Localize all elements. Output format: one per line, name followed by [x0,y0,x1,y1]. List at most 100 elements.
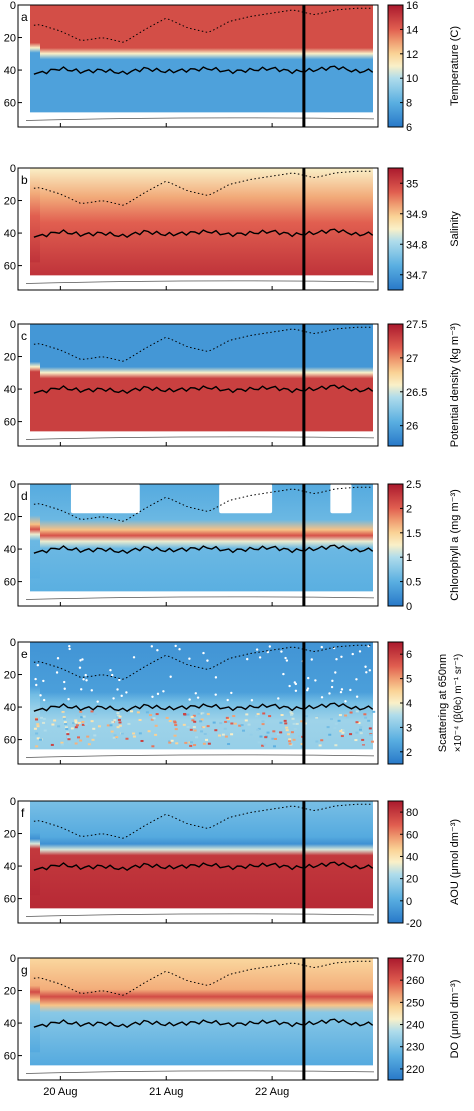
speckle [149,714,153,717]
speckle [255,648,259,651]
speckle [330,718,334,721]
speckle [191,719,195,722]
x-tick-label: 20 Aug [43,1086,77,1098]
speckle [262,712,266,715]
speckle [370,740,374,743]
panel-f: 0 20 40 60 f 80 60 40 20 0 -20 AOU (μmol dm⁻³) [4,796,461,930]
speckle [75,724,79,727]
colorbar-tick-label: 34.8 [406,239,427,251]
speckle [178,647,181,651]
colorbar-tick-label: 27.5 [406,319,427,331]
colorbar-tick-label: 0 [406,601,412,613]
speckle [221,733,225,736]
speckle [201,712,205,715]
speckle [328,733,332,736]
y-tick-label: 0 [10,163,16,175]
speckle [355,695,359,698]
speckle [344,714,348,717]
speckle [358,728,362,731]
speckle [263,716,267,719]
speckle [118,678,121,682]
colorbar-tick-label: 34.9 [406,209,427,221]
speckle [93,734,97,737]
speckle [268,645,272,648]
speckle [97,725,101,728]
speckle [190,715,194,718]
speckle [273,737,277,740]
colorbar-tick-label: 6 [406,649,412,661]
speckle [165,716,169,719]
speckle [188,698,191,701]
data-field-edge [30,484,40,579]
y-tick-label: 20 [4,33,16,45]
speckle [151,745,155,748]
speckle [288,740,292,743]
speckle [74,721,78,724]
speckle [84,673,87,677]
speckle [263,743,267,746]
speckle [285,726,289,729]
speckle [354,739,358,742]
speckle [35,745,39,748]
colorbar [387,167,404,291]
speckle [341,731,345,734]
y-tick-label: 20 [4,352,16,364]
speckle [120,732,124,735]
speckle [130,710,134,713]
speckle [295,722,299,725]
y-tick-label: 0 [10,0,16,12]
speckle [74,726,78,729]
speckle [138,719,142,722]
speckle [113,719,117,722]
y-tick-label: 40 [4,65,16,77]
speckle [292,738,296,741]
colorbar-tick-label: 260 [406,975,424,987]
speckle [330,685,334,689]
speckle [68,644,71,648]
y-tick-label: 20 [4,986,16,998]
speckle [50,743,54,746]
speckle [318,744,322,747]
y-tick-label: 20 [4,512,16,524]
colorbar-tick-label: 80 [406,807,418,819]
colorbar-tick-label: 0.5 [406,577,421,589]
y-tick-label: 60 [4,577,16,589]
speckle [292,722,296,725]
speckle [53,719,57,722]
speckle [147,730,151,733]
speckle [303,722,307,725]
speckle [63,721,67,724]
speckle [116,712,120,715]
speckle [189,741,193,744]
speckle [70,727,74,730]
speckle [33,727,37,730]
speckle [118,721,122,724]
speckle [361,742,365,745]
speckle [112,697,115,700]
colorbar-tick-label: 2 [406,503,412,515]
speckle [90,720,94,723]
speckle [117,718,121,721]
speckle [355,731,359,734]
speckle [272,730,276,733]
speckle [233,722,237,725]
speckle [250,699,254,702]
speckle [76,736,80,739]
speckle [173,734,177,737]
speckle [266,650,270,654]
speckle [294,682,298,686]
bottom-line [25,436,375,440]
speckle [359,726,363,729]
speckle [287,733,291,736]
speckle [200,730,204,733]
axes-frame [17,641,379,765]
speckle [55,671,59,674]
speckle [344,700,347,703]
y-tick-label: 60 [4,894,16,906]
speckle [39,694,42,697]
speckle [80,688,83,691]
speckle [340,735,344,738]
colorbar-tick-label: 40 [406,851,418,863]
data-field [30,801,373,909]
panel-letter: c [21,329,27,343]
